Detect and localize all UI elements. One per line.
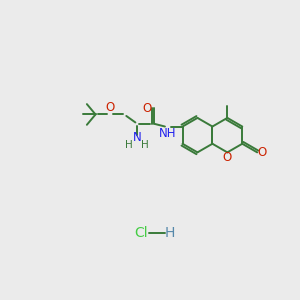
Text: H: H [141,140,148,151]
Text: O: O [223,151,232,164]
Text: O: O [257,146,266,159]
Text: H: H [164,226,175,240]
Text: O: O [106,101,115,114]
Text: Cl: Cl [134,226,148,240]
Text: N: N [133,131,141,145]
Text: NH: NH [159,127,177,140]
Text: O: O [143,102,152,115]
Text: H: H [125,140,133,151]
